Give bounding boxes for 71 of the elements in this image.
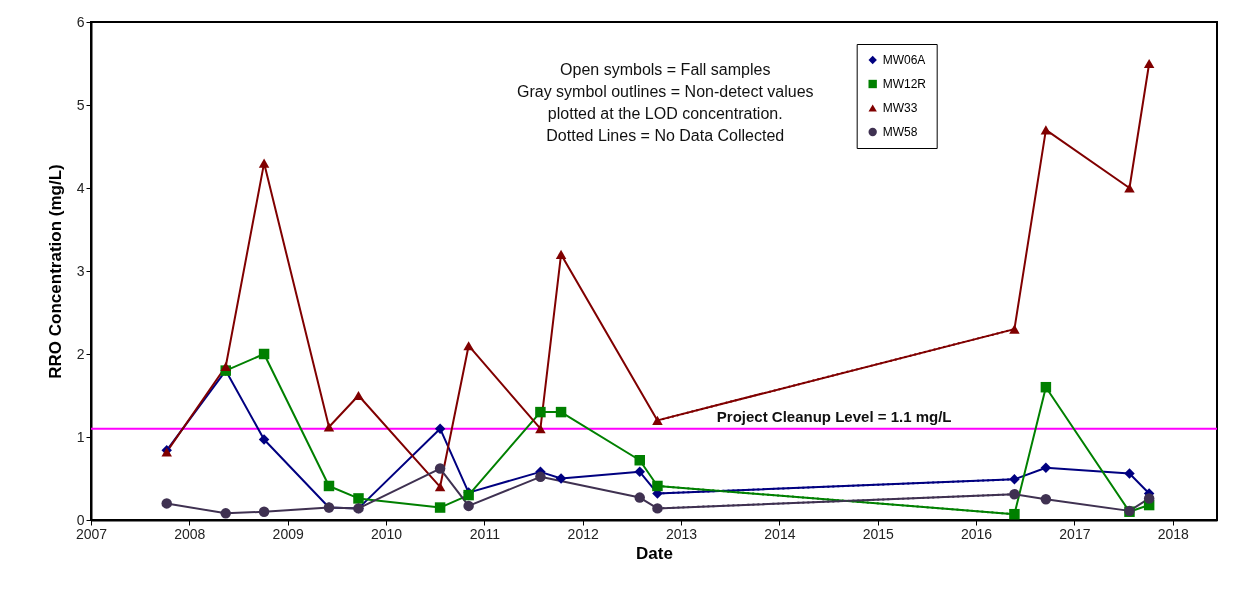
- legend-label: MW58: [882, 125, 918, 139]
- point: [434, 502, 446, 513]
- x-tick-label: 2011: [469, 525, 501, 542]
- point: [1124, 468, 1135, 479]
- point: [634, 492, 645, 503]
- point: [1040, 381, 1052, 393]
- y-tick-label: 5: [76, 96, 85, 113]
- legend-label: MW33: [882, 101, 918, 115]
- point: [258, 158, 270, 168]
- x-tick-label: 2015: [862, 525, 895, 542]
- point: [258, 434, 270, 445]
- point: [1040, 125, 1052, 135]
- annotation: Gray symbol outlines = Non-detect values: [516, 83, 814, 100]
- point: [555, 406, 567, 418]
- point: [1009, 508, 1020, 520]
- point: [652, 503, 663, 514]
- point: [1040, 462, 1052, 473]
- x-tick-label: 2017: [1059, 525, 1091, 542]
- x-tick-label: 2010: [370, 525, 403, 542]
- point: [535, 424, 546, 434]
- point: [220, 361, 231, 371]
- point: [1009, 474, 1020, 485]
- point: [555, 473, 567, 484]
- annotation: Dotted Lines = No Data Collected: [546, 127, 785, 144]
- point: [1040, 494, 1052, 505]
- point: [1143, 58, 1155, 69]
- y-tick-label: 6: [76, 13, 85, 30]
- point: [353, 493, 364, 504]
- point: [353, 390, 364, 401]
- point: [323, 480, 335, 492]
- point: [434, 423, 446, 434]
- point: [323, 422, 335, 432]
- annotation: Open symbols = Fall samples: [560, 61, 771, 78]
- point: [463, 500, 474, 512]
- y-tick-label: 1: [76, 428, 85, 445]
- point: [535, 406, 546, 418]
- x-tick-label: 2014: [764, 525, 796, 542]
- point: [258, 506, 270, 517]
- legend-label: MW12R: [882, 77, 927, 91]
- annotation: plotted at the LOD concentration.: [547, 105, 783, 122]
- point: [434, 482, 446, 492]
- point: [1009, 324, 1020, 334]
- y-axis-title: RRO Concentration (mg/L): [45, 164, 65, 379]
- point: [634, 466, 645, 478]
- point: [1124, 183, 1135, 193]
- point: [463, 341, 474, 351]
- point: [652, 480, 663, 492]
- point: [220, 508, 231, 519]
- point: [161, 498, 172, 509]
- x-tick-label: 2008: [174, 525, 206, 542]
- point: [634, 455, 645, 466]
- point: [434, 463, 446, 474]
- x-axis-title: Date: [636, 543, 673, 563]
- x-tick-label: 2018: [1157, 525, 1190, 542]
- y-tick-label: 2: [76, 345, 85, 362]
- ref-line-label: Project Cleanup Level = 1.1 mg/L: [716, 407, 952, 425]
- point: [258, 348, 270, 360]
- point: [652, 415, 663, 425]
- point: [1009, 489, 1020, 500]
- legend-label: MW06A: [882, 53, 926, 67]
- point: [535, 471, 546, 483]
- y-tick-label: 3: [76, 262, 85, 279]
- point: [1143, 493, 1155, 504]
- x-tick-label: 2013: [665, 525, 698, 542]
- point: [555, 249, 567, 259]
- y-tick-label: 4: [76, 179, 85, 196]
- x-tick-label: 2007: [75, 525, 108, 542]
- y-tick-label: 0: [76, 511, 85, 528]
- x-tick-label: 2012: [567, 525, 599, 542]
- x-tick-label: 2016: [960, 525, 993, 542]
- x-tick-label: 2009: [272, 525, 304, 542]
